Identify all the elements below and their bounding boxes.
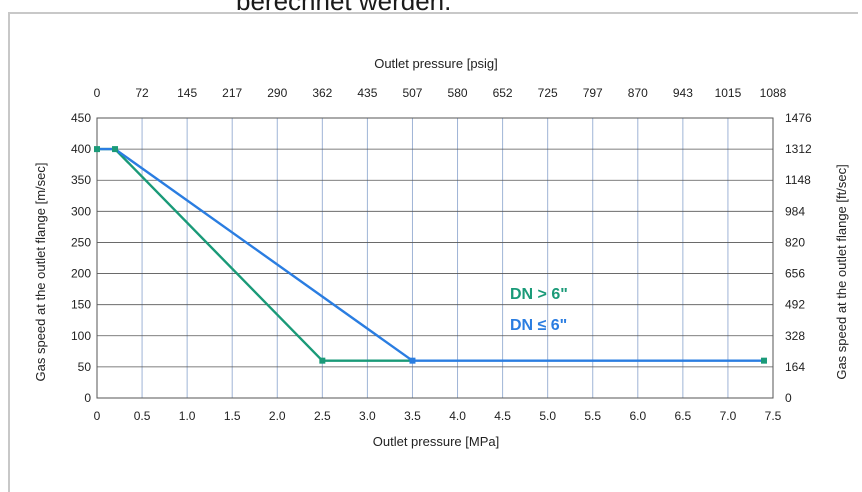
x-tick-label: 7.0 xyxy=(720,409,737,423)
x-tick-label: 4.0 xyxy=(449,409,466,423)
y-tick-label: 150 xyxy=(71,298,91,312)
x2-tick-label: 652 xyxy=(493,86,513,100)
x-tick-label: 5.0 xyxy=(539,409,556,423)
x-axis-label: Outlet pressure [MPa] xyxy=(373,434,499,449)
y2-tick-label: 656 xyxy=(785,267,805,281)
legend-dn-gt-6: DN > 6" xyxy=(510,286,568,303)
y2-tick-label: 820 xyxy=(785,235,805,249)
x2-axis-label: Outlet pressure [psig] xyxy=(374,56,498,71)
x2-tick-label: 435 xyxy=(357,86,377,100)
data-point-marker xyxy=(112,146,119,153)
x2-tick-label: 580 xyxy=(448,86,468,100)
x2-tick-label: 0 xyxy=(94,86,101,100)
data-point-marker xyxy=(94,146,100,153)
y-axis-ticks: 0 50 100 150 200 250 300 350 400 450 xyxy=(71,111,91,405)
x-tick-label: 6.5 xyxy=(675,409,692,423)
y-tick-label: 350 xyxy=(71,173,91,187)
data-point-marker xyxy=(760,357,767,364)
x-tick-label: 0.5 xyxy=(134,409,151,423)
x2-tick-label: 1088 xyxy=(760,86,787,100)
y2-axis-ticks: 0 164 328 492 656 820 984 1148 1312 1476 xyxy=(785,111,812,405)
x-tick-label: 2.5 xyxy=(314,409,331,423)
plot-area xyxy=(96,117,774,399)
series-line-2 xyxy=(97,147,764,362)
x2-tick-label: 870 xyxy=(628,86,648,100)
x-tick-label: 1.5 xyxy=(224,409,241,423)
x-tick-label: 3.0 xyxy=(359,409,376,423)
series-markers xyxy=(94,146,767,364)
y2-tick-label: 328 xyxy=(785,329,805,343)
y-tick-label: 250 xyxy=(71,235,91,249)
y2-tick-label: 164 xyxy=(785,360,805,374)
x-tick-label: 3.5 xyxy=(404,409,421,423)
x2-tick-label: 72 xyxy=(135,86,149,100)
x-tick-label: 1.0 xyxy=(179,409,196,423)
x2-tick-label: 290 xyxy=(267,86,287,100)
x2-tick-label: 145 xyxy=(177,86,197,100)
y-tick-label: 100 xyxy=(71,329,91,343)
chart: 0 0.5 1.0 1.5 2.0 2.5 3.0 3.5 4.0 4.5 5.0 5.5 6.0 6.5… xyxy=(33,56,849,449)
y2-tick-label: 1312 xyxy=(785,142,812,156)
chart-frame xyxy=(8,12,858,492)
x2-tick-label: 1015 xyxy=(715,86,742,100)
x-tick-label: 0 xyxy=(94,409,101,423)
y-tick-label: 400 xyxy=(71,142,91,156)
x2-tick-label: 362 xyxy=(312,86,332,100)
data-point-marker xyxy=(409,357,416,364)
y2-axis-label: Gas speed at the outlet flange [ft/sec] xyxy=(834,164,849,379)
y2-tick-label: 1476 xyxy=(785,111,812,125)
x-axis-ticks: 0 0.5 1.0 1.5 2.0 2.5 3.0 3.5 4.0 4.5 5.0 5.5 6.0 6.5… xyxy=(94,409,782,423)
x2-tick-label: 507 xyxy=(402,86,422,100)
y2-tick-label: 492 xyxy=(785,298,805,312)
x-tick-label: 6.0 xyxy=(629,409,646,423)
x2-axis-ticks: 0 72 145 217 290 362 435 507 580 652 725 797 870 943 1… xyxy=(94,86,787,100)
x2-tick-label: 725 xyxy=(538,86,558,100)
y2-tick-label: 0 xyxy=(785,391,792,405)
y-tick-label: 50 xyxy=(78,360,92,374)
x2-tick-label: 797 xyxy=(583,86,603,100)
x-tick-label: 4.5 xyxy=(494,409,511,423)
series-line-1 xyxy=(97,147,413,362)
y2-tick-label: 984 xyxy=(785,204,805,218)
x2-tick-label: 217 xyxy=(222,86,242,100)
x-tick-label: 5.5 xyxy=(584,409,601,423)
y2-tick-label: 1148 xyxy=(785,173,811,187)
series-lines xyxy=(97,147,764,362)
x-tick-label: 2.0 xyxy=(269,409,286,423)
y-tick-label: 300 xyxy=(71,204,91,218)
y-tick-label: 0 xyxy=(84,391,91,405)
y-axis-label: Gas speed at the outlet flange [m/sec] xyxy=(33,163,48,382)
x2-tick-label: 943 xyxy=(673,86,693,100)
x-tick-label: 7.5 xyxy=(765,409,782,423)
y-tick-label: 450 xyxy=(71,111,91,125)
data-point-marker xyxy=(319,357,326,364)
y-tick-label: 200 xyxy=(71,267,91,281)
legend-dn-le-6: DN ≤ 6" xyxy=(510,317,567,334)
grid xyxy=(96,117,774,399)
